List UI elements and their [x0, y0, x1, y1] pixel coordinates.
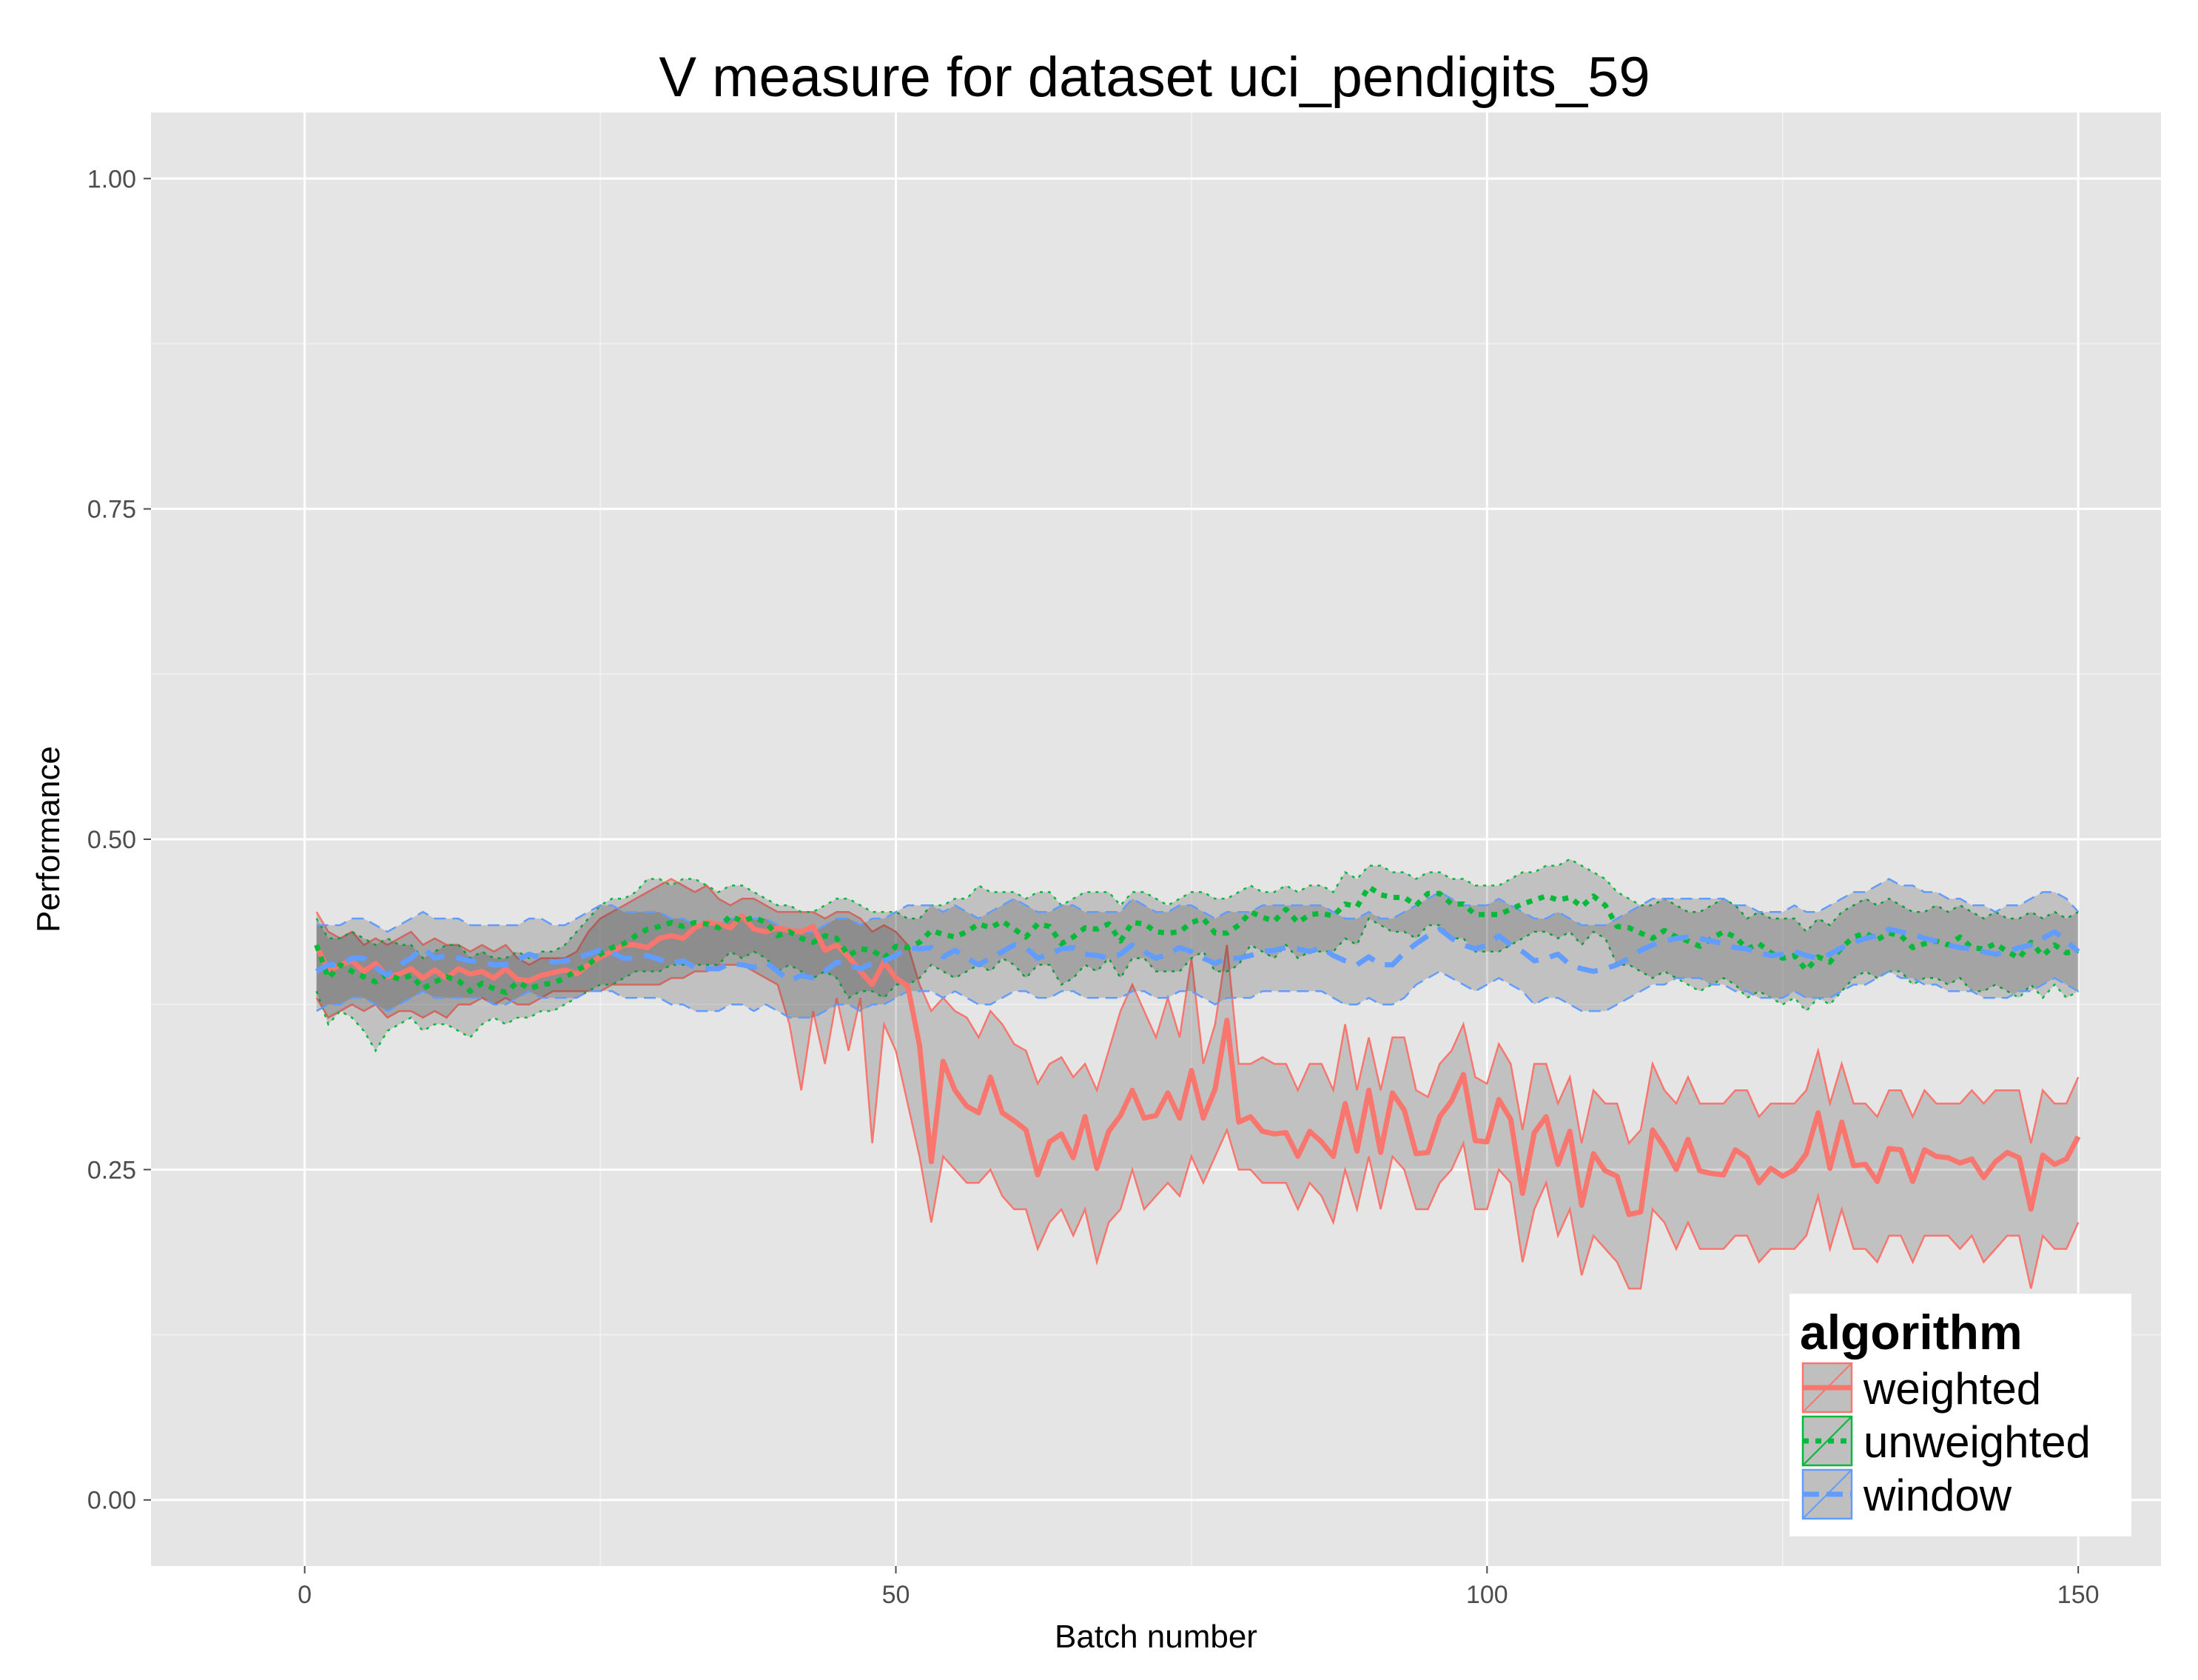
chart-title: V measure for dataset uci_pendigits_59 — [659, 46, 1650, 109]
y-tick-label: 0.25 — [87, 1156, 136, 1184]
unweighted-ribbon-upper — [315, 858, 2079, 960]
unweighted-line — [314, 884, 2079, 995]
unweighted-legend-label: unweighted — [1863, 1417, 2091, 1467]
weighted-ribbon-lower — [315, 964, 2080, 1290]
y-tick-label: 0.75 — [87, 496, 136, 524]
y-axis-title: Performance — [30, 746, 67, 933]
window-ribbon-upper — [316, 878, 2080, 933]
y-tick-label: 0.00 — [87, 1487, 136, 1515]
legend-title: algorithm — [1800, 1305, 2023, 1360]
unweighted-legend-ribbon-line — [1802, 1416, 1852, 1466]
y-tick-label: 0.50 — [87, 826, 136, 854]
weighted-ribbon-upper — [315, 878, 2080, 1146]
series-lines — [314, 884, 2081, 1217]
window-ribbon-lower — [316, 970, 2079, 1019]
y-tick-label: 1.00 — [87, 165, 136, 193]
x-axis-title: Batch number — [1055, 1619, 1257, 1655]
x-tick-label: 0 — [298, 1581, 312, 1609]
window-ribbon — [316, 878, 2079, 1018]
weighted-legend-label: weighted — [1863, 1364, 2041, 1414]
x-tick-label: 50 — [882, 1581, 910, 1609]
axes: 0 50 100 150 0.00 0.25 0.50 0.75 1.00 — [87, 165, 2100, 1609]
window-legend-label: window — [1863, 1471, 2012, 1520]
weighted-line — [314, 913, 2081, 1217]
x-tick-label: 150 — [2057, 1581, 2100, 1609]
x-tick-label: 100 — [1466, 1581, 1508, 1609]
unweighted-ribbon-lower — [315, 917, 2079, 1053]
